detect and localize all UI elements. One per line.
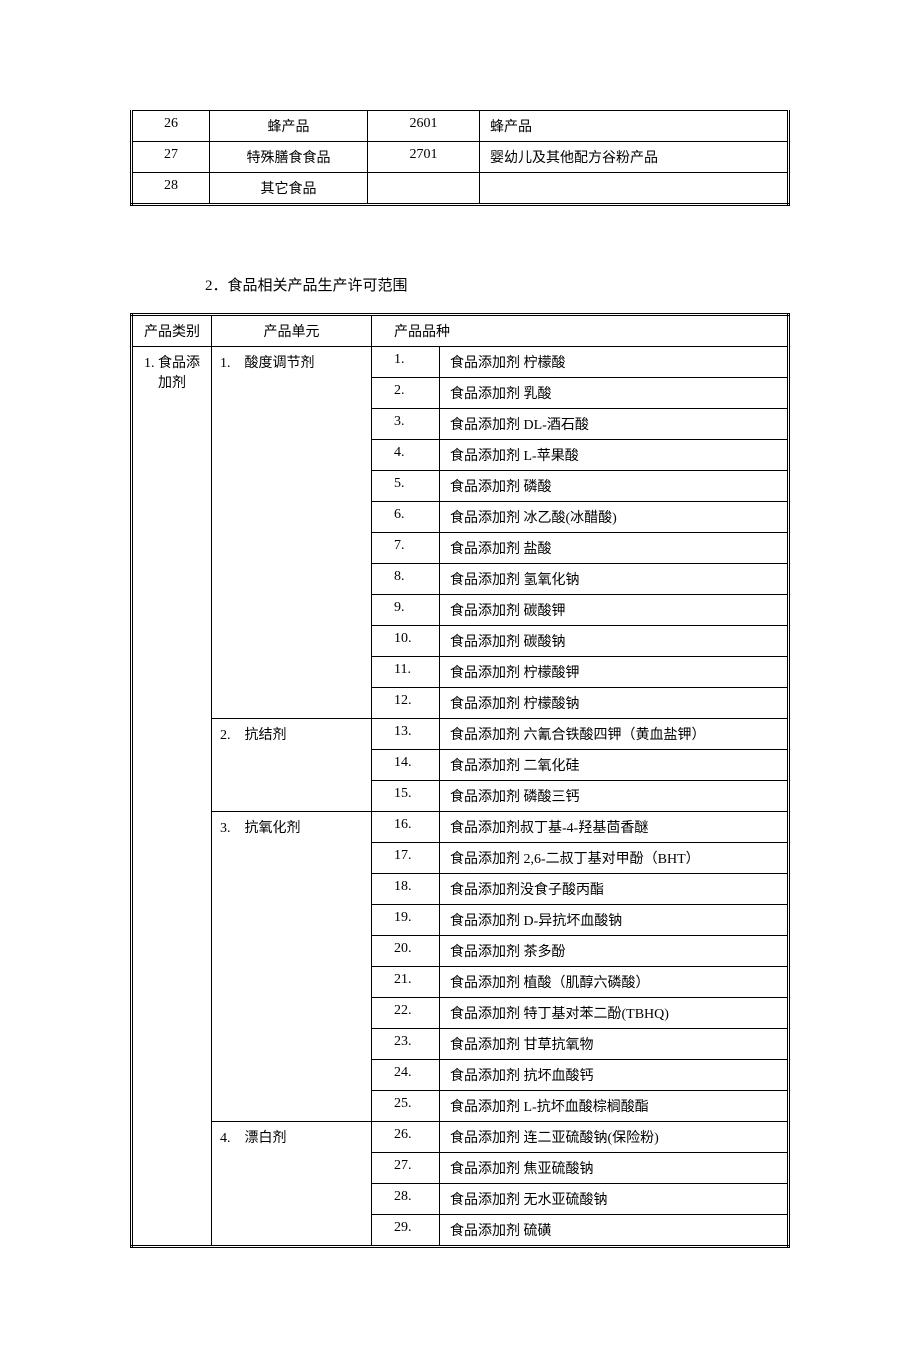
item-desc: 食品添加剂 磷酸 xyxy=(440,471,789,502)
item-desc: 食品添加剂 碳酸钠 xyxy=(440,626,789,657)
row-code: 2701 xyxy=(368,142,480,173)
item-desc: 食品添加剂 碳酸钾 xyxy=(440,595,789,626)
row-desc: 婴幼儿及其他配方谷粉产品 xyxy=(480,142,789,173)
item-number: 2. xyxy=(372,378,440,409)
unit-cell: 4. 漂白剂 xyxy=(212,1122,372,1247)
table-row: 27特殊膳食食品2701婴幼儿及其他配方谷粉产品 xyxy=(132,142,789,173)
section-title: 2．食品相关产品生产许可范围 xyxy=(205,274,790,295)
row-number: 26 xyxy=(132,111,210,142)
item-number: 29. xyxy=(372,1215,440,1247)
row-name: 蜂产品 xyxy=(210,111,368,142)
row-number: 28 xyxy=(132,173,210,205)
row-name: 其它食品 xyxy=(210,173,368,205)
row-desc xyxy=(480,173,789,205)
table-row: 1. 食品添加剂1. 酸度调节剂1.食品添加剂 柠檬酸 xyxy=(132,347,789,378)
item-number: 17. xyxy=(372,843,440,874)
item-number: 3. xyxy=(372,409,440,440)
row-name: 特殊膳食食品 xyxy=(210,142,368,173)
table-row: 26蜂产品2601蜂产品 xyxy=(132,111,789,142)
item-desc: 食品添加剂 柠檬酸钠 xyxy=(440,688,789,719)
table-header-row: 产品类别 产品单元 产品品种 xyxy=(132,315,789,347)
item-desc: 食品添加剂 连二亚硫酸钠(保险粉) xyxy=(440,1122,789,1153)
item-number: 25. xyxy=(372,1091,440,1122)
item-number: 26. xyxy=(372,1122,440,1153)
unit-cell: 2. 抗结剂 xyxy=(212,719,372,812)
item-desc: 食品添加剂 冰乙酸(冰醋酸) xyxy=(440,502,789,533)
header-variety: 产品品种 xyxy=(372,315,789,347)
item-number: 4. xyxy=(372,440,440,471)
item-desc: 食品添加剂 乳酸 xyxy=(440,378,789,409)
item-number: 10. xyxy=(372,626,440,657)
item-desc: 食品添加剂叔丁基-4-羟基茴香醚 xyxy=(440,812,789,843)
item-desc: 食品添加剂 六氰合铁酸四钾（黄血盐钾） xyxy=(440,719,789,750)
item-desc: 食品添加剂没食子酸丙酯 xyxy=(440,874,789,905)
item-desc: 食品添加剂 茶多酚 xyxy=(440,936,789,967)
table-row: 3. 抗氧化剂16.食品添加剂叔丁基-4-羟基茴香醚 xyxy=(132,812,789,843)
table-row: 28其它食品 xyxy=(132,173,789,205)
item-desc: 食品添加剂 甘草抗氧物 xyxy=(440,1029,789,1060)
item-number: 5. xyxy=(372,471,440,502)
table-row: 4. 漂白剂26.食品添加剂 连二亚硫酸钠(保险粉) xyxy=(132,1122,789,1153)
item-number: 22. xyxy=(372,998,440,1029)
row-number: 27 xyxy=(132,142,210,173)
product-license-table: 产品类别 产品单元 产品品种 1. 食品添加剂1. 酸度调节剂1.食品添加剂 柠… xyxy=(130,313,790,1248)
table-row: 2. 抗结剂13.食品添加剂 六氰合铁酸四钾（黄血盐钾） xyxy=(132,719,789,750)
item-desc: 食品添加剂 L-抗坏血酸棕榈酸酯 xyxy=(440,1091,789,1122)
row-code: 2601 xyxy=(368,111,480,142)
item-number: 28. xyxy=(372,1184,440,1215)
row-desc: 蜂产品 xyxy=(480,111,789,142)
item-number: 12. xyxy=(372,688,440,719)
header-unit: 产品单元 xyxy=(212,315,372,347)
item-number: 1. xyxy=(372,347,440,378)
item-number: 18. xyxy=(372,874,440,905)
item-desc: 食品添加剂 无水亚硫酸钠 xyxy=(440,1184,789,1215)
item-number: 21. xyxy=(372,967,440,998)
unit-cell: 1. 酸度调节剂 xyxy=(212,347,372,719)
item-number: 19. xyxy=(372,905,440,936)
item-number: 23. xyxy=(372,1029,440,1060)
item-desc: 食品添加剂 特丁基对苯二酚(TBHQ) xyxy=(440,998,789,1029)
item-desc: 食品添加剂 盐酸 xyxy=(440,533,789,564)
category-cell: 1. 食品添加剂 xyxy=(132,347,212,1247)
item-desc: 食品添加剂 柠檬酸 xyxy=(440,347,789,378)
item-desc: 食品添加剂 磷酸三钙 xyxy=(440,781,789,812)
item-number: 14. xyxy=(372,750,440,781)
item-number: 8. xyxy=(372,564,440,595)
item-number: 9. xyxy=(372,595,440,626)
header-category: 产品类别 xyxy=(132,315,212,347)
unit-cell: 3. 抗氧化剂 xyxy=(212,812,372,1122)
item-desc: 食品添加剂 抗坏血酸钙 xyxy=(440,1060,789,1091)
item-number: 16. xyxy=(372,812,440,843)
item-number: 24. xyxy=(372,1060,440,1091)
item-number: 7. xyxy=(372,533,440,564)
item-number: 6. xyxy=(372,502,440,533)
item-number: 27. xyxy=(372,1153,440,1184)
item-number: 13. xyxy=(372,719,440,750)
item-desc: 食品添加剂 L-苹果酸 xyxy=(440,440,789,471)
item-desc: 食品添加剂 D-异抗坏血酸钠 xyxy=(440,905,789,936)
item-desc: 食品添加剂 2,6-二叔丁基对甲酚（BHT） xyxy=(440,843,789,874)
item-desc: 食品添加剂 焦亚硫酸钠 xyxy=(440,1153,789,1184)
item-desc: 食品添加剂 植酸（肌醇六磷酸） xyxy=(440,967,789,998)
item-number: 11. xyxy=(372,657,440,688)
item-number: 20. xyxy=(372,936,440,967)
item-desc: 食品添加剂 柠檬酸钾 xyxy=(440,657,789,688)
row-code xyxy=(368,173,480,205)
food-category-table: 26蜂产品2601蜂产品27特殊膳食食品2701婴幼儿及其他配方谷粉产品28其它… xyxy=(130,110,790,206)
item-desc: 食品添加剂 硫磺 xyxy=(440,1215,789,1247)
item-number: 15. xyxy=(372,781,440,812)
item-desc: 食品添加剂 二氧化硅 xyxy=(440,750,789,781)
item-desc: 食品添加剂 DL-酒石酸 xyxy=(440,409,789,440)
item-desc: 食品添加剂 氢氧化钠 xyxy=(440,564,789,595)
